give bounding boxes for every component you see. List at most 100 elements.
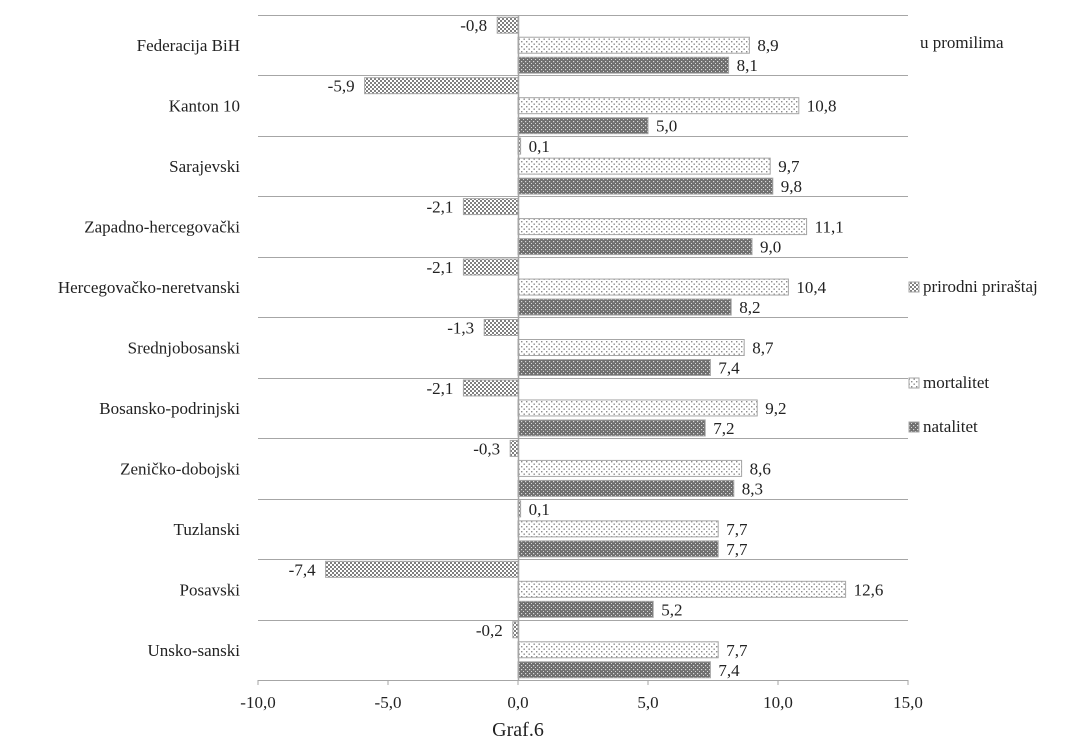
data-label-mortalitet-zapadno-hercegovacki: 11,1	[815, 218, 844, 237]
bar-mortalitet-zenicko-dobojski	[517, 459, 743, 477]
legend-label-prirodni-prirastaj: prirodni priraštaj	[923, 277, 1038, 296]
bar-prirodni-prirastaj-posavski	[325, 560, 519, 578]
bar-prirodni-prirastaj-kanton-10	[364, 77, 519, 95]
data-label-mortalitet-sarajevski: 9,7	[778, 157, 800, 176]
axes	[257, 15, 909, 685]
unit-note: u promilima	[920, 33, 1004, 52]
data-label-prirodni-prirastaj-hercegovacko-neretvanski: -2,1	[426, 258, 453, 277]
data-label-mortalitet-posavski: 12,6	[854, 580, 884, 599]
bar-prirodni-prirastaj-zenicko-dobojski	[509, 439, 519, 457]
category-label-srednjobosanski: Srednjobosanski	[128, 339, 241, 358]
data-label-mortalitet-hercegovacko-neretvanski: 10,4	[796, 278, 826, 297]
x-tick-labels: -10,0 -5,0 0,0 5,0 10,0 15,0	[240, 693, 923, 712]
x-tick-label: 10,0	[763, 693, 793, 712]
bar-prirodni-prirastaj-srednjobosanski	[483, 319, 519, 336]
legend-label-natalitet: natalitet	[923, 417, 978, 436]
bar-mortalitet-zapadno-hercegovacki	[517, 218, 808, 236]
data-label-mortalitet-zenicko-dobojski: 8,6	[750, 459, 771, 478]
data-label-prirodni-prirastaj-zenicko-dobojski: -0,3	[473, 439, 500, 458]
bar-mortalitet-kanton-10	[517, 97, 800, 115]
bar-natalitet-srednjobosanski	[517, 359, 711, 376]
data-label-prirodni-prirastaj-srednjobosanski: -1,3	[447, 319, 474, 338]
bar-natalitet-sarajevski	[517, 177, 774, 195]
data-label-prirodni-prirastaj-sarajevski: 0,1	[529, 137, 550, 156]
legend-item-natalitet: natalitet	[908, 417, 978, 436]
data-label-natalitet-srednjobosanski: 7,4	[718, 359, 740, 378]
bar-natalitet-tuzlanski	[517, 540, 719, 558]
legend-label-mortalitet: mortalitet	[923, 373, 989, 392]
data-labels: -0,8 8,98,1 -5,9 10,8 5,0 0,1 9,79,8 -2,1 11,1 9,…	[289, 16, 884, 680]
bar-mortalitet-federacija-bih	[517, 36, 750, 54]
category-labels: Federacija BiH Kanton 10 Sarajevski Zapadno…	[58, 36, 240, 660]
category-label-unsko-sanski: Unsko-sanski	[147, 641, 240, 660]
category-label-hercegovacko-neretvanski: Hercegovačko-neretvanski	[58, 278, 240, 297]
bar-mortalitet-srednjobosanski	[517, 339, 745, 356]
data-label-mortalitet-bosansko-podrinjski: 9,2	[765, 399, 786, 418]
data-label-natalitet-zapadno-hercegovacki: 9,0	[760, 238, 781, 257]
bar-prirodni-prirastaj-bosansko-podrinjski	[462, 379, 519, 397]
chart-caption: Graf.6	[492, 719, 544, 741]
bar-natalitet-bosansko-podrinjski	[517, 419, 706, 437]
data-label-prirodni-prirastaj-zapadno-hercegovacki: -2,1	[426, 198, 453, 217]
data-label-natalitet-sarajevski: 9,8	[781, 177, 802, 196]
bar-natalitet-zenicko-dobojski	[517, 479, 735, 497]
data-label-natalitet-federacija-bih: 8,1	[737, 56, 758, 75]
data-label-prirodni-prirastaj-posavski: -7,4	[289, 560, 316, 579]
data-label-mortalitet-tuzlanski: 7,7	[726, 520, 748, 539]
category-label-zapadno-hercegovacki: Zapadno-hercegovački	[84, 218, 240, 237]
data-label-mortalitet-unsko-sanski: 7,7	[726, 641, 748, 660]
data-label-prirodni-prirastaj-bosansko-podrinjski: -2,1	[426, 379, 453, 398]
data-label-natalitet-tuzlanski: 7,7	[726, 540, 748, 559]
bar-mortalitet-posavski	[517, 580, 847, 598]
category-label-posavski: Posavski	[180, 580, 241, 599]
data-label-natalitet-bosansko-podrinjski: 7,2	[713, 419, 734, 438]
data-label-prirodni-prirastaj-kanton-10: -5,9	[328, 77, 355, 96]
data-label-natalitet-kanton-10: 5,0	[656, 117, 677, 136]
bar-prirodni-prirastaj-federacija-bih	[496, 16, 519, 34]
bar-natalitet-federacija-bih	[517, 56, 730, 74]
bar-natalitet-hercegovacko-neretvanski	[517, 298, 732, 316]
x-tick-label: 0,0	[507, 693, 528, 712]
bar-prirodni-prirastaj-unsko-sanski	[512, 621, 519, 639]
data-label-mortalitet-kanton-10: 10,8	[807, 97, 837, 116]
bar-prirodni-prirastaj-hercegovacko-neretvanski	[462, 258, 519, 276]
legend-item-prirodni-prirastaj: prirodni priraštaj	[908, 277, 1038, 296]
data-label-prirodni-prirastaj-unsko-sanski: -0,2	[476, 621, 503, 640]
x-tick-label: -10,0	[240, 693, 275, 712]
legend-swatch-mortalitet	[908, 377, 920, 389]
category-label-kanton-10: Kanton 10	[169, 97, 240, 116]
bars	[325, 16, 847, 679]
category-label-zenicko-dobojski: Zeničko-dobojski	[120, 459, 240, 478]
legend: prirodni priraštaj mortalitet natalitet	[908, 277, 1038, 436]
bar-mortalitet-hercegovacko-neretvanski	[517, 278, 789, 296]
x-tick-label: 5,0	[637, 693, 658, 712]
data-label-mortalitet-federacija-bih: 8,9	[757, 36, 778, 55]
bar-natalitet-zapadno-hercegovacki	[517, 238, 753, 256]
data-label-natalitet-unsko-sanski: 7,4	[718, 661, 740, 680]
bar-natalitet-posavski	[517, 600, 654, 618]
data-label-mortalitet-srednjobosanski: 8,7	[752, 339, 774, 358]
bar-mortalitet-sarajevski	[517, 157, 771, 175]
data-label-prirodni-prirastaj-federacija-bih: -0,8	[460, 16, 487, 35]
legend-item-mortalitet: mortalitet	[908, 373, 989, 392]
bar-mortalitet-unsko-sanski	[517, 641, 719, 659]
legend-swatch-natalitet	[908, 421, 920, 433]
data-label-natalitet-posavski: 5,2	[661, 600, 682, 619]
x-tick-label: 15,0	[893, 693, 923, 712]
legend-swatch-prirodni-prirastaj	[908, 281, 920, 293]
bar-mortalitet-tuzlanski	[517, 520, 719, 538]
bar-natalitet-unsko-sanski	[517, 661, 711, 679]
x-tick-label: -5,0	[375, 693, 402, 712]
category-label-federacija-bih: Federacija BiH	[137, 36, 240, 55]
data-label-prirodni-prirastaj-tuzlanski: 0,1	[529, 500, 550, 519]
data-label-natalitet-hercegovacko-neretvanski: 8,2	[739, 298, 760, 317]
category-label-bosansko-podrinjski: Bosansko-podrinjski	[99, 399, 240, 418]
bar-prirodni-prirastaj-zapadno-hercegovacki	[462, 198, 519, 216]
category-label-sarajevski: Sarajevski	[169, 157, 240, 176]
category-label-tuzlanski: Tuzlanski	[174, 520, 241, 539]
bar-natalitet-kanton-10	[517, 117, 649, 135]
data-label-natalitet-zenicko-dobojski: 8,3	[742, 479, 763, 498]
bar-mortalitet-bosansko-podrinjski	[517, 399, 758, 417]
